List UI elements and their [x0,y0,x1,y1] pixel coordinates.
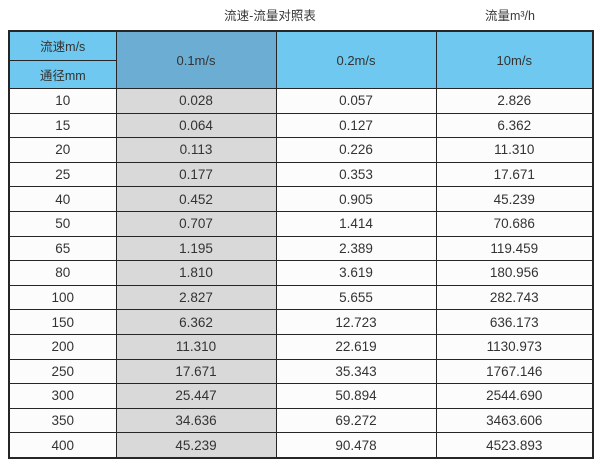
table-row: 250 17.671 35.343 1767.146 [8,358,594,385]
header-row-top: 流速m/s 0.1m/s 0.2m/s 10m/s [8,30,594,89]
flow-cell: 0.905 [275,186,437,212]
flow-unit-label: 流量m³/h [484,9,535,23]
flow-cell: 636.173 [435,309,594,335]
flow-cell: 0.226 [275,137,437,163]
flow-cell: 6.362 [115,309,277,335]
flow-cell: 1767.146 [435,358,594,385]
table-row: 10 0.028 0.057 2.826 [8,88,594,114]
column-header-10ms: 10m/s [435,30,594,89]
diameter-cell: 65 [8,235,117,262]
flow-cell: 17.671 [435,161,594,188]
table-row: 100 2.827 5.655 282.743 [8,284,594,311]
corner-velocity-label: 流速m/s [8,30,117,61]
flow-cell: 12.723 [275,309,437,335]
table-row: 200 11.310 22.619 1130.973 [8,333,594,360]
flow-cell: 3463.606 [435,407,594,434]
table-row: 40 0.452 0.905 45.239 [8,186,594,212]
diameter-cell: 50 [8,210,117,237]
flow-cell: 1.810 [115,260,277,286]
diameter-cell: 250 [8,358,117,385]
header-row-bottom: 通径mm [8,59,593,89]
table-row: 15 0.064 0.127 6.362 [8,112,594,139]
corner-diameter-label: 通径mm [8,59,117,89]
flow-cell: 1130.973 [435,333,594,360]
flow-cell: 6.362 [435,112,594,139]
table-row: 80 1.810 3.619 180.956 [8,260,594,286]
flow-cell: 17.671 [115,358,277,385]
flow-cell: 45.239 [115,432,277,459]
diameter-cell: 400 [8,432,117,459]
diameter-cell: 300 [8,383,117,409]
flow-cell: 3.619 [275,260,437,286]
table-row: 20 0.113 0.226 11.310 [8,137,594,163]
flow-cell: 0.064 [115,112,277,139]
flow-cell: 2544.690 [435,383,594,409]
flow-cell: 2.826 [435,88,594,114]
diameter-cell: 20 [8,137,117,163]
table-row: 300 25.447 50.894 2544.690 [8,383,594,409]
flow-cell: 69.272 [275,407,437,434]
table-row: 50 0.707 1.414 70.686 [8,210,594,237]
diameter-cell: 40 [8,186,117,212]
flow-cell: 11.310 [115,333,277,360]
flow-cell: 0.057 [275,88,437,114]
flow-cell: 11.310 [435,137,594,163]
flow-cell: 70.686 [435,210,594,237]
table-row: 65 1.195 2.389 119.459 [8,235,594,262]
flow-cell: 45.239 [435,186,594,212]
diameter-cell: 150 [8,309,117,335]
diameter-cell: 350 [8,407,117,434]
table-row: 25 0.177 0.353 17.671 [8,161,594,188]
flow-cell: 282.743 [435,284,594,311]
diameter-cell: 10 [8,88,117,114]
flow-cell: 4523.893 [435,432,594,459]
column-header-0-2ms: 0.2m/s [275,30,437,89]
flow-cell: 2.389 [275,235,437,262]
flow-cell: 50.894 [275,383,437,409]
flow-cell: 119.459 [435,235,594,262]
flow-cell: 0.127 [275,112,437,139]
flow-cell: 0.028 [115,88,277,114]
title-bar: 流速-流量对照表 流量m³/h [0,0,600,30]
flow-cell: 22.619 [275,333,437,360]
table-row: 400 45.239 90.478 4523.893 [8,432,594,459]
flow-cell: 0.452 [115,186,277,212]
flow-cell: 180.956 [435,260,594,286]
flow-cell: 90.478 [275,432,437,459]
table-row: 150 6.362 12.723 636.173 [8,309,594,335]
flow-cell: 0.113 [115,137,277,163]
page-title: 流速-流量对照表 [224,9,316,23]
flow-cell: 5.655 [275,284,437,311]
table-row: 350 34.636 69.272 3463.606 [8,407,594,434]
diameter-cell: 15 [8,112,117,139]
flow-cell: 1.195 [115,235,277,262]
flow-cell: 34.636 [115,407,277,434]
flow-conversion-table: 流速m/s 0.1m/s 0.2m/s 10m/s 通径mm 10 0.028 … [8,30,594,459]
diameter-cell: 100 [8,284,117,311]
column-header-0-1ms: 0.1m/s [115,30,277,89]
flow-cell: 1.414 [275,210,437,237]
flow-cell: 2.827 [115,284,277,311]
flow-cell: 0.177 [115,161,277,188]
diameter-cell: 200 [8,333,117,360]
diameter-cell: 80 [8,260,117,286]
flow-cell: 0.353 [275,161,437,188]
diameter-cell: 25 [8,161,117,188]
flow-cell: 25.447 [115,383,277,409]
flow-cell: 35.343 [275,358,437,385]
flow-cell: 0.707 [115,210,277,237]
